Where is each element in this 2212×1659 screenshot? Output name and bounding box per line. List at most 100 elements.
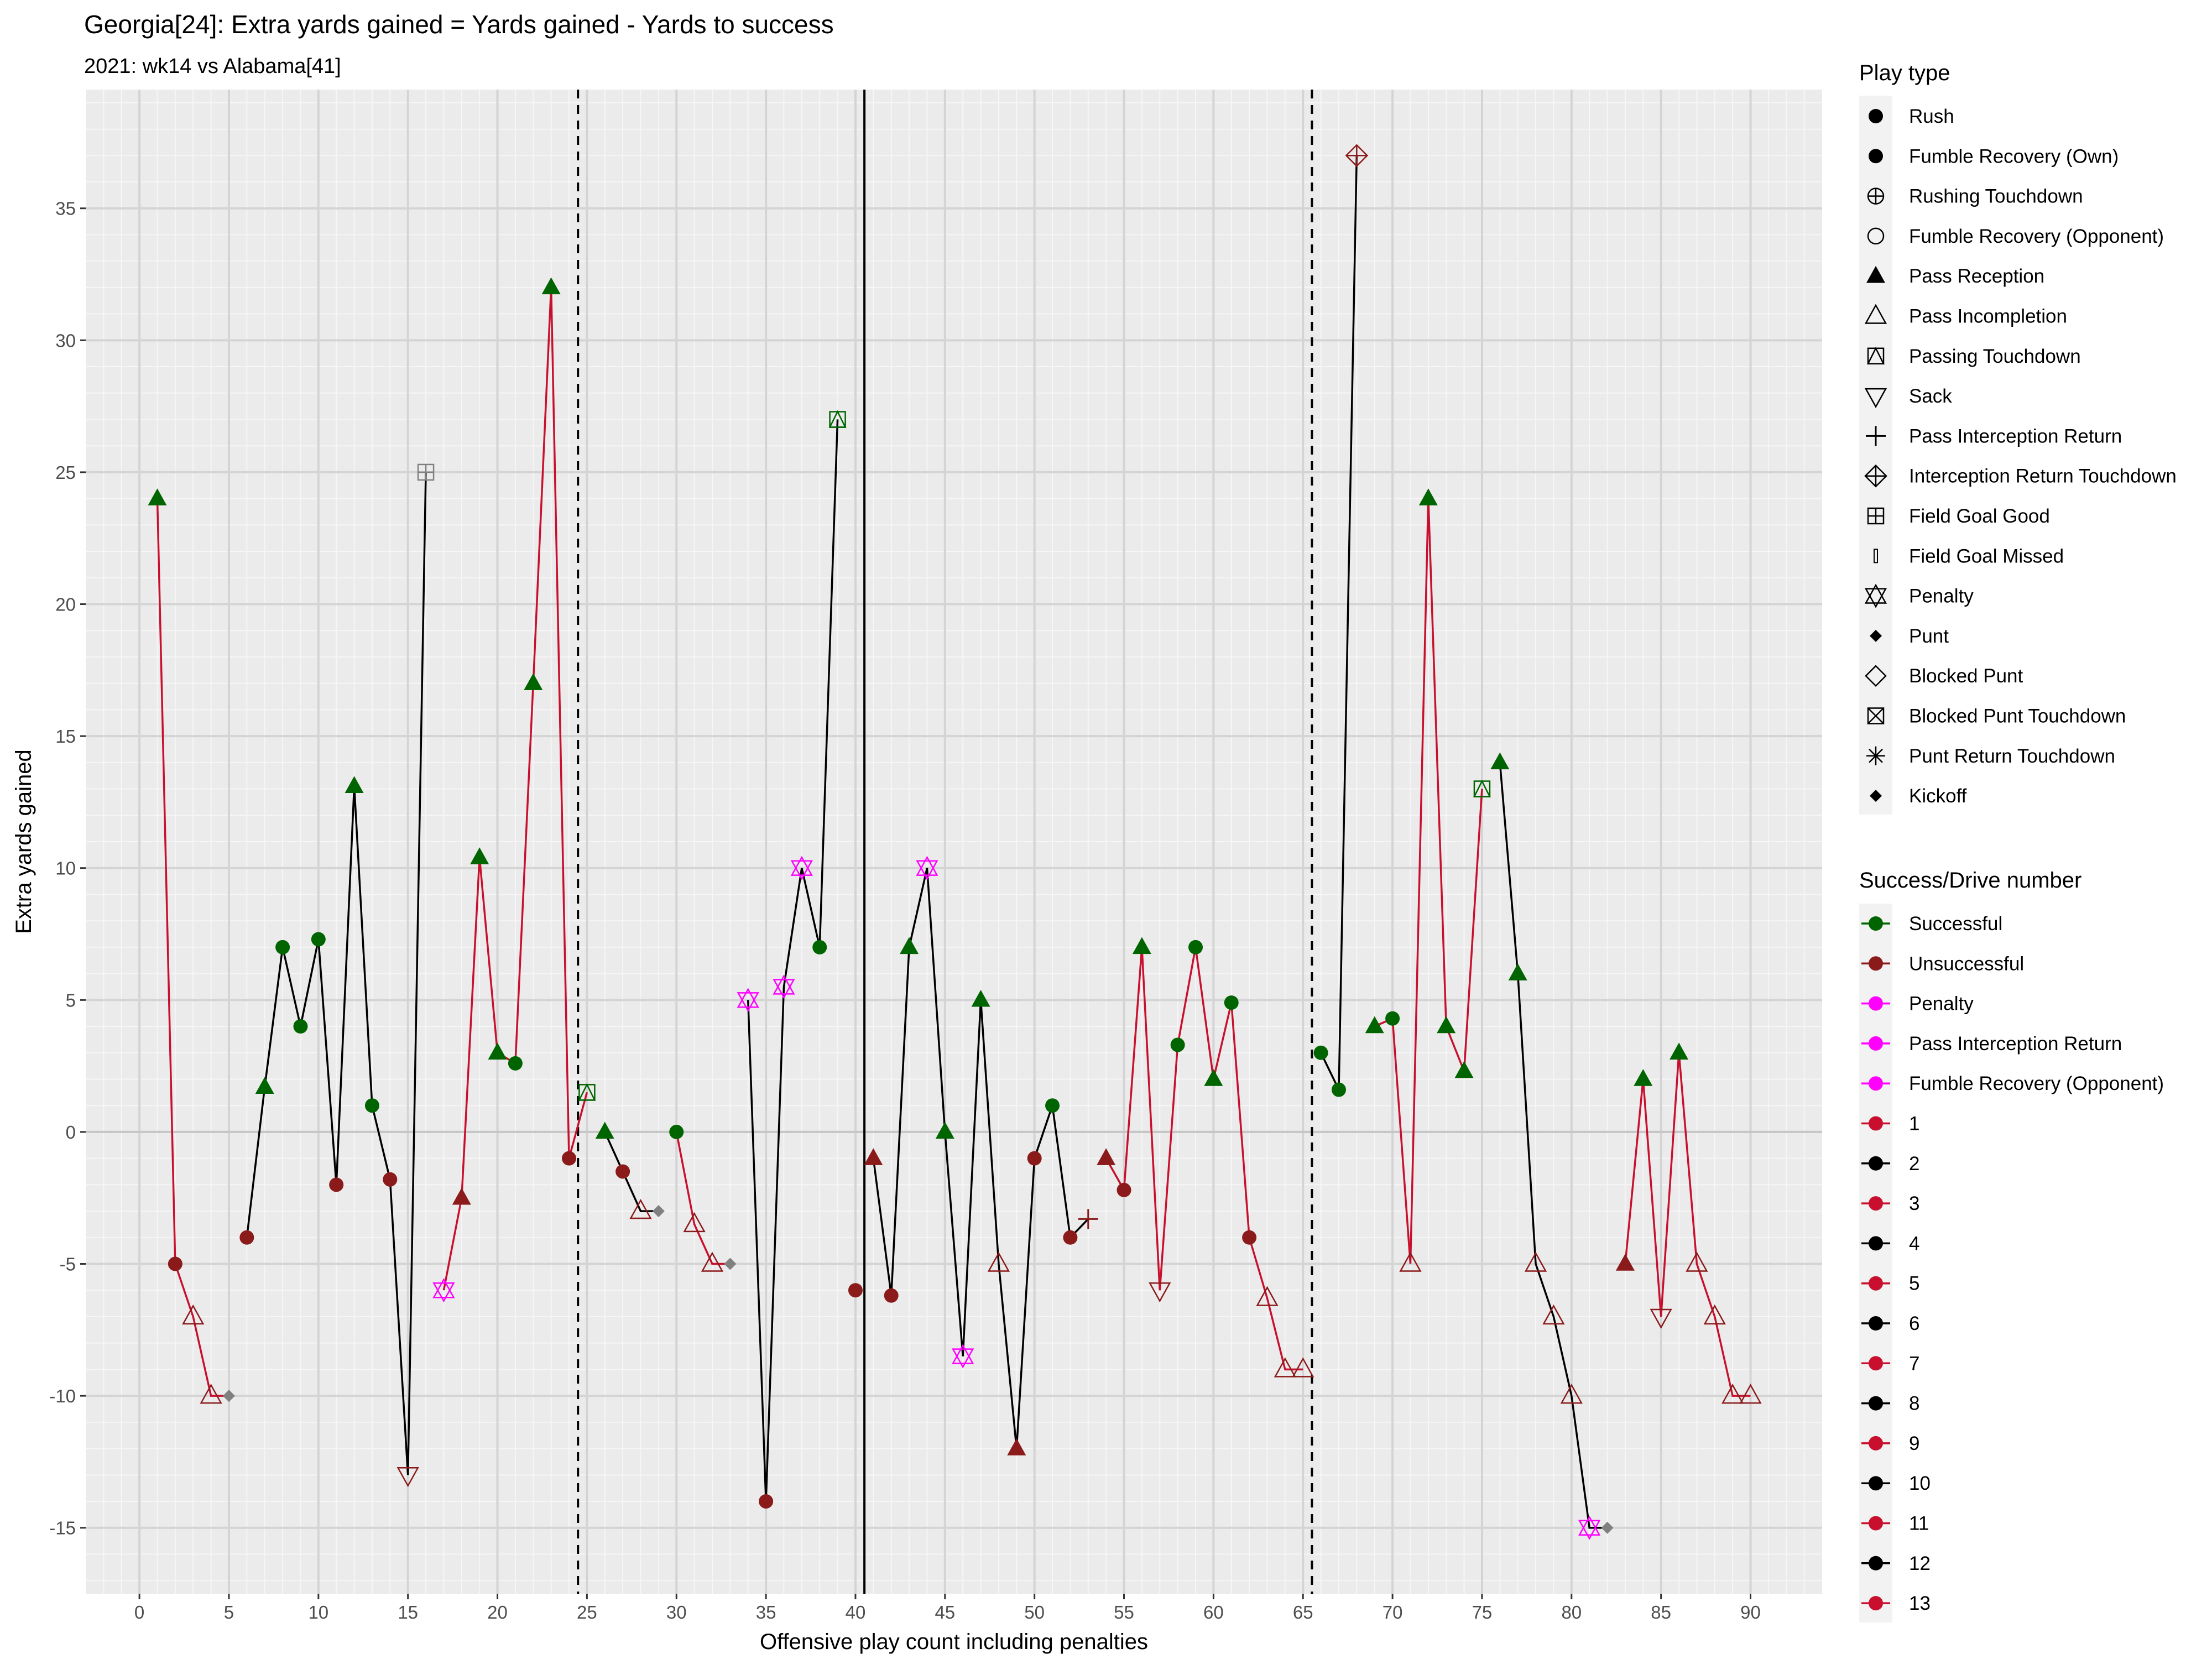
play-point: [1149, 1282, 1171, 1303]
play-marker-reception: [1454, 1061, 1474, 1078]
play-point: [345, 776, 364, 794]
legend-play-type-key: [1864, 464, 1887, 488]
play-marker-reception: [1508, 963, 1527, 980]
legend-circle-icon: [1869, 149, 1883, 164]
play-point: [683, 1212, 706, 1233]
play-marker-reception: [971, 989, 990, 1007]
play-point: [1670, 1042, 1689, 1060]
play-point: [1027, 1151, 1042, 1166]
play-point: [1365, 1016, 1384, 1034]
play-marker-rush: [1385, 1011, 1400, 1026]
play-point: [311, 932, 326, 947]
play-marker-incompletion: [1739, 1384, 1762, 1404]
play-point: [1454, 1061, 1474, 1078]
play-point: [916, 855, 938, 880]
play-point: [1078, 1209, 1098, 1229]
play-marker-penalty: [773, 974, 795, 995]
play-point: [1703, 1304, 1726, 1325]
legend-success-label: 2: [1909, 1153, 1919, 1175]
play-marker-punt: [652, 1205, 665, 1218]
legend-success-label: 3: [1909, 1193, 1919, 1214]
play-point: [1437, 1016, 1456, 1034]
play-point: [987, 1251, 1010, 1272]
play-point: [329, 1177, 344, 1192]
legend-success-label: 5: [1909, 1273, 1919, 1295]
quarter-break-lines: [577, 90, 1313, 1594]
play-marker-reception: [900, 937, 919, 954]
play-marker-rush: [168, 1256, 182, 1271]
play-point: [669, 1124, 684, 1139]
legend-star-triangles-icon-down: [1864, 588, 1887, 608]
play-marker-incompletion: [683, 1212, 706, 1233]
play-point: [935, 1121, 954, 1139]
x-tick-label: 10: [308, 1602, 328, 1623]
play-marker-reception: [1670, 1042, 1689, 1060]
play-point: [578, 1083, 596, 1101]
play-marker-reception: [524, 673, 543, 690]
legend-success-label: 11: [1909, 1513, 1929, 1535]
legend-play-type-title: Play type: [1859, 61, 1950, 85]
y-tick-label: -10: [49, 1386, 76, 1406]
play-point: [652, 1205, 665, 1218]
play-point: [383, 1172, 398, 1187]
play-marker-reception: [1365, 1016, 1384, 1034]
legend-play-type-key: [1864, 304, 1887, 324]
play-marker-incompletion: [987, 1251, 1010, 1272]
play-marker-pass_td-tri: [1473, 779, 1491, 797]
x-axis-label: Offensive play count including penalties: [760, 1630, 1148, 1654]
play-marker-rush: [848, 1283, 863, 1298]
legend-dot-key: [1869, 1476, 1883, 1491]
x-tick-label: 40: [846, 1602, 866, 1623]
play-point: [1132, 937, 1151, 954]
play-marker-rush: [1331, 1082, 1346, 1097]
y-tick-label: 20: [55, 594, 76, 615]
legend-play-type-label: Rush: [1909, 106, 1954, 127]
y-tick-label: 15: [55, 726, 76, 747]
play-marker-reception: [345, 776, 364, 794]
play-marker-penalty: [1578, 1515, 1601, 1536]
legend-play-type-label: Sack: [1909, 385, 1952, 407]
play-marker-punt: [724, 1258, 737, 1270]
play-point: [952, 1344, 974, 1369]
play-marker-reception: [1204, 1069, 1223, 1086]
play-marker-rush: [275, 940, 290, 954]
play-point: [1170, 1037, 1185, 1052]
play-point: [615, 1164, 630, 1179]
legend-dot-key: [1869, 1196, 1883, 1211]
play-point: [828, 410, 847, 428]
legend-play-type-label: Passing Touchdown: [1909, 346, 2081, 367]
legend-dot-key: [1869, 1396, 1883, 1411]
legend-play-type-key: [1874, 549, 1878, 564]
play-point: [255, 1077, 274, 1094]
play-point: [168, 1256, 182, 1271]
legend-play-type-label: Blocked Punt Touchdown: [1909, 706, 2126, 727]
legend-diamond-plus-icon-cross: [1865, 465, 1886, 487]
play-marker-reception: [1437, 1016, 1456, 1034]
play-marker-rush: [812, 940, 827, 954]
play-marker-rush: [311, 932, 326, 947]
y-axis-label: Extra yards gained: [12, 749, 36, 934]
play-marker-penalty-down: [737, 992, 759, 1013]
legend-play-type-label: Interception Return Touchdown: [1909, 466, 2177, 487]
y-tick-label: 5: [66, 990, 76, 1010]
play-point: [1063, 1230, 1078, 1245]
play-point: [1242, 1230, 1257, 1245]
play-point: [1508, 963, 1527, 980]
play-marker-penalty-down: [916, 860, 938, 880]
y-tick-label: 0: [66, 1122, 76, 1142]
legend-play-type-key: [1864, 388, 1887, 409]
play-point: [1399, 1251, 1422, 1272]
legend-dot-key: [1869, 1276, 1883, 1291]
legend-play-type-label: Pass Reception: [1909, 265, 2044, 287]
legend-play-type-key: [1867, 707, 1885, 724]
play-point: [508, 1056, 523, 1071]
play-point: [971, 989, 990, 1007]
play-point: [848, 1283, 863, 1298]
play-point: [1634, 1069, 1653, 1086]
play-marker-penalty-down: [773, 979, 795, 999]
legend-dot-key: [1869, 1516, 1883, 1531]
play-marker-reception: [1097, 1148, 1116, 1165]
play-marker-reception: [1007, 1438, 1026, 1455]
play-marker-reception: [864, 1148, 883, 1165]
